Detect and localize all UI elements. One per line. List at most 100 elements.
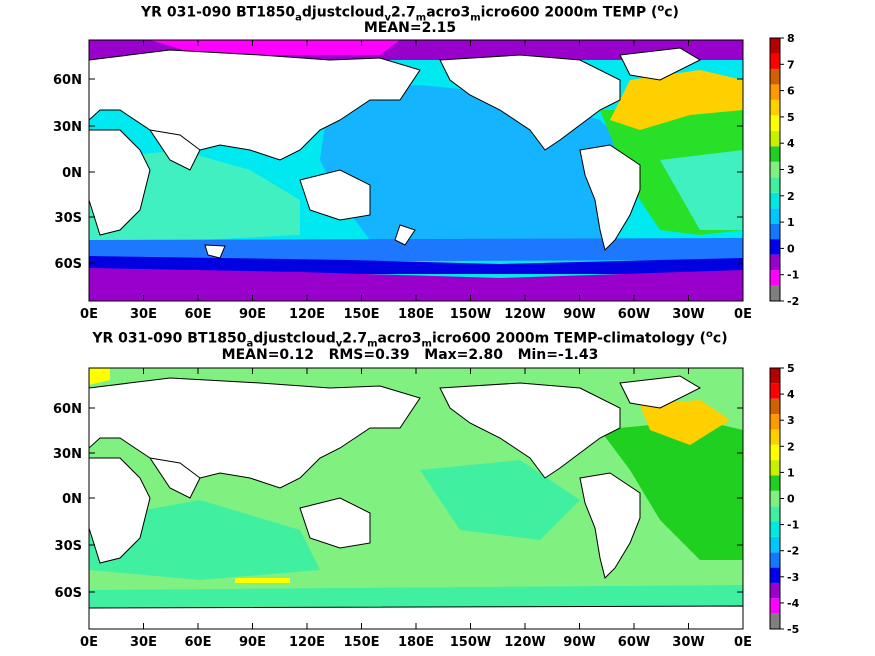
colorbar-label: -1 [787,269,799,282]
lat-label: 30N [53,120,82,135]
title-part: m [470,12,481,24]
lon-label: 0E [80,307,98,322]
lon-label: 120W [504,307,545,322]
colorbar-swatch [770,223,780,240]
colorbar-swatch [770,99,780,116]
title-part: acro3 [426,4,471,21]
panel1-southern-purple [89,268,743,301]
panel1-stats: MEAN=2.15 [363,20,457,36]
colorbar-label: 3 [787,414,795,427]
lon-label: 30E [130,635,157,650]
colorbar-label: -3 [787,571,799,584]
colorbar-swatch [770,38,780,54]
colorbar-swatch [770,84,780,100]
colorbar-label: -5 [787,623,799,636]
lon-label: 60E [185,307,212,322]
lon-label: 120W [504,635,545,650]
panel1-southern-blue [89,238,743,262]
colorbar-swatch [770,582,780,599]
colorbar-swatch [770,552,780,568]
colorbar-swatch [770,567,780,583]
colorbar-swatch [770,429,780,445]
colorbar-label: -2 [787,545,799,558]
lat-label: 0N [62,492,82,507]
colorbar-swatch [770,161,780,178]
colorbar-swatch [770,130,780,147]
colorbar-label: 0 [787,493,795,506]
lat-label: 0N [62,166,82,181]
colorbar-swatch [770,536,780,553]
colorbar-swatch [770,383,780,399]
panel2-atlantic-green [600,420,743,560]
colorbar-swatch [770,398,780,415]
lon-label: 60W [618,307,650,322]
title-part: m [415,12,427,24]
colorbar-label: 5 [787,111,795,124]
lon-label: 0E [734,307,752,322]
lat-label: 30S [55,539,82,554]
lon-label: 180E [398,307,434,322]
lat-label: 60S [55,257,82,272]
panel1-atlantic-yellow [610,70,743,130]
colorbar-swatch [770,192,780,209]
title-part: icro600 2000m TEMP-climatology ( [431,330,707,347]
colorbar-label: 5 [787,362,795,375]
lon-label: 150W [450,635,491,650]
colorbar-label: -2 [787,295,799,308]
panel2-colorbar: 5 4 3 2 1 0 -1 -2 -3 -4 -5 [769,362,800,636]
lon-label: 60W [618,635,650,650]
lon-label: 120E [289,635,325,650]
lon-label: 30W [672,635,704,650]
colorbar-label: 1 [787,216,795,229]
lon-label: 90E [239,307,266,322]
title-part: c) [712,330,728,347]
title-part: m [367,338,378,350]
title-part: o [706,329,713,340]
panel1-colorbar: 8 7 6 5 4 3 2 1 0 -1 -2 [769,32,799,308]
lat-label: 60S [55,586,82,601]
title-part: v [384,12,391,24]
panel1-title: YR 031-090 BT1850adjustcloudv2.7macro3mi… [0,0,820,26]
colorbar-swatch [770,613,780,629]
lon-label: 90W [563,635,595,650]
colorbar-swatch [770,414,780,430]
title-part: c) [664,4,679,21]
colorbar-swatch [770,68,780,85]
lon-label: 150W [450,307,491,322]
title-part: o [657,3,665,14]
panel1-southern-deep [89,256,743,274]
panel2-aqua-indian [89,500,320,580]
lon-label: 0E [734,635,752,650]
title-part: acro3 [377,330,422,347]
lon-label: 30E [130,307,157,322]
colorbar-swatch [770,239,780,255]
colorbar-label: 4 [787,388,795,401]
colorbar-swatch [770,208,780,224]
colorbar-label: 4 [787,137,795,150]
title-part: m [421,338,432,350]
panel2-atlantic-yellow [640,400,730,445]
colorbar-label: 8 [787,32,795,45]
panel1-map [88,39,744,302]
lon-label: 60E [185,635,212,650]
title-part: 2.7 [342,330,368,347]
colorbar-label: 0 [787,242,795,255]
colorbar-label: -4 [787,597,800,610]
title-part: 2.7 [390,4,416,21]
panel1-land [89,47,702,259]
colorbar-swatch [770,460,780,476]
colorbar-label: 6 [787,85,795,98]
colorbar-swatch [770,270,780,286]
colorbar-label: 1 [787,466,795,479]
lat-label: 30S [55,211,82,226]
colorbar-swatch [770,146,780,162]
colorbar-label: 3 [787,164,795,177]
colorbar-label: 7 [787,58,795,71]
lon-label: 0E [80,635,98,650]
lon-label: 90W [563,307,595,322]
colorbar-swatch [770,254,780,271]
panel2-stats: MEAN=0.12 RMS=0.39 Max=2.80 Min=-1.43 [221,347,599,363]
lat-label: 30N [53,447,82,462]
axis-ticks: 0E 30E 60E 90E 120E 150E 180E 150W 120W 90W 60W 30W… [53,40,752,650]
